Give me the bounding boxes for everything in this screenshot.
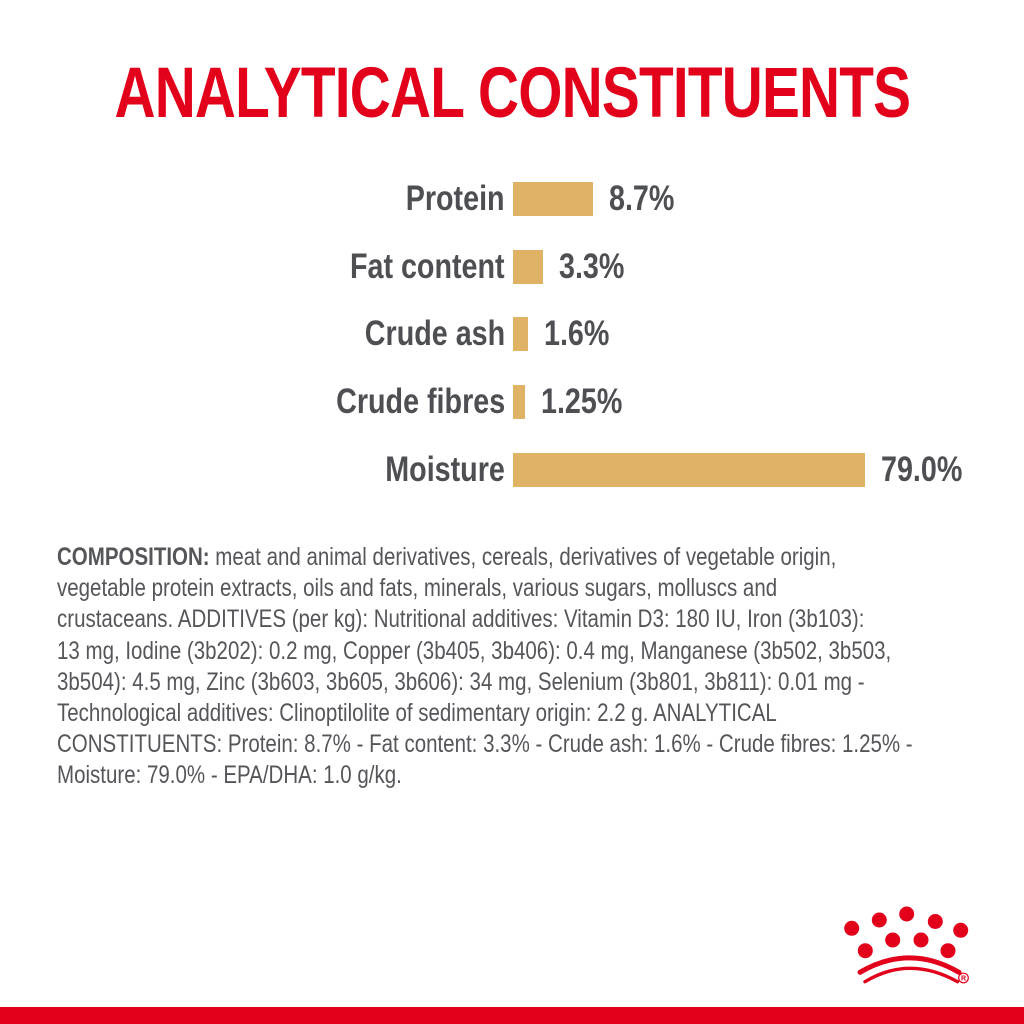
composition-line: vegetable protein extracts, oils and fat… xyxy=(57,574,778,603)
bar-label: Fat content xyxy=(350,246,505,286)
composition-line: Moisture: 79.0% - EPA/DHA: 1.0 g/kg. xyxy=(57,761,402,790)
chart-row: Protein 8.7% xyxy=(0,179,1024,218)
chart-row: Crude ash 1.6% xyxy=(0,314,1024,354)
bar-label: Moisture xyxy=(385,449,505,489)
bar xyxy=(513,249,544,284)
svg-text:R: R xyxy=(961,976,966,983)
bar-value: 8.7% xyxy=(609,179,675,218)
composition-line: crustaceans. ADDITIVES (per kg): Nutriti… xyxy=(57,605,865,634)
bar xyxy=(513,182,594,216)
chart-row: Moisture 79.0% xyxy=(0,449,1024,489)
composition-text: COMPOSITION: meat and animal derivatives… xyxy=(57,542,1007,792)
composition-line: 13 mg, Iodine (3b202): 0.2 mg, Copper (3… xyxy=(57,636,892,665)
crown-base-arcs xyxy=(857,955,962,984)
bar-value: 3.3% xyxy=(559,246,625,286)
page-title: ANALYTICAL CONSTITUENTS xyxy=(0,58,1024,129)
registered-trademark-icon: R xyxy=(958,972,969,984)
bar-label: Crude ash xyxy=(364,314,505,354)
bar xyxy=(513,385,525,420)
composition-bold-prefix: COMPOSITION: xyxy=(57,543,210,571)
page-title-text: ANALYTICAL CONSTITUENTS xyxy=(114,54,911,133)
composition-line: 3b504): 4.5 mg, Zinc (3b603, 3b605, 3b60… xyxy=(57,667,865,696)
bar xyxy=(513,317,528,352)
bar-value: 1.25% xyxy=(540,382,622,422)
bar-label: Protein xyxy=(406,179,505,218)
bar-value: 79.0% xyxy=(881,449,963,489)
chart-row: Fat content 3.3% xyxy=(0,246,1024,286)
bar xyxy=(513,452,865,487)
royal-canin-crown-logo: R xyxy=(844,906,969,984)
composition-line: CONSTITUENTS: Protein: 8.7% - Fat conten… xyxy=(57,730,913,759)
chart-row: Crude fibres 1.25% xyxy=(0,382,1024,422)
bar-label: Crude fibres xyxy=(335,382,505,422)
composition-line: COMPOSITION: meat and animal derivatives… xyxy=(57,543,837,571)
crown-dots xyxy=(844,906,969,959)
composition-line: Technological additives: Clinoptilolite … xyxy=(57,699,777,728)
bar-value: 1.6% xyxy=(543,314,610,354)
bottom-red-bar xyxy=(0,1007,1024,1024)
analytical-constituents-bar-chart: Protein 8.7% Fat content 3.3% Crude ash 1.6% C… xyxy=(0,179,1024,522)
